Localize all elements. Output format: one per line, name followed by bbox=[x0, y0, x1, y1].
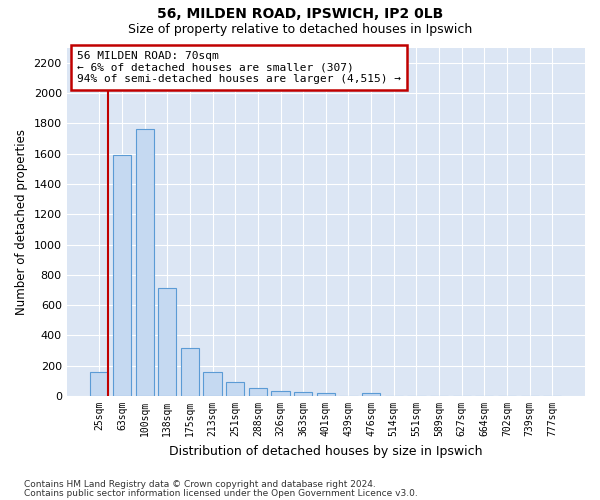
Text: Size of property relative to detached houses in Ipswich: Size of property relative to detached ho… bbox=[128, 22, 472, 36]
Bar bbox=[226, 382, 244, 396]
Bar bbox=[90, 372, 109, 396]
Bar bbox=[362, 393, 380, 396]
Bar bbox=[317, 393, 335, 396]
Text: Contains HM Land Registry data © Crown copyright and database right 2024.: Contains HM Land Registry data © Crown c… bbox=[24, 480, 376, 489]
X-axis label: Distribution of detached houses by size in Ipswich: Distribution of detached houses by size … bbox=[169, 444, 482, 458]
Bar bbox=[203, 372, 221, 396]
Bar bbox=[249, 388, 267, 396]
Bar bbox=[271, 391, 290, 396]
Bar bbox=[294, 392, 312, 396]
Y-axis label: Number of detached properties: Number of detached properties bbox=[15, 129, 28, 315]
Bar bbox=[113, 155, 131, 396]
Bar bbox=[136, 130, 154, 396]
Text: 56 MILDEN ROAD: 70sqm
← 6% of detached houses are smaller (307)
94% of semi-deta: 56 MILDEN ROAD: 70sqm ← 6% of detached h… bbox=[77, 51, 401, 84]
Text: Contains public sector information licensed under the Open Government Licence v3: Contains public sector information licen… bbox=[24, 488, 418, 498]
Bar bbox=[158, 288, 176, 396]
Text: 56, MILDEN ROAD, IPSWICH, IP2 0LB: 56, MILDEN ROAD, IPSWICH, IP2 0LB bbox=[157, 8, 443, 22]
Bar bbox=[181, 348, 199, 396]
